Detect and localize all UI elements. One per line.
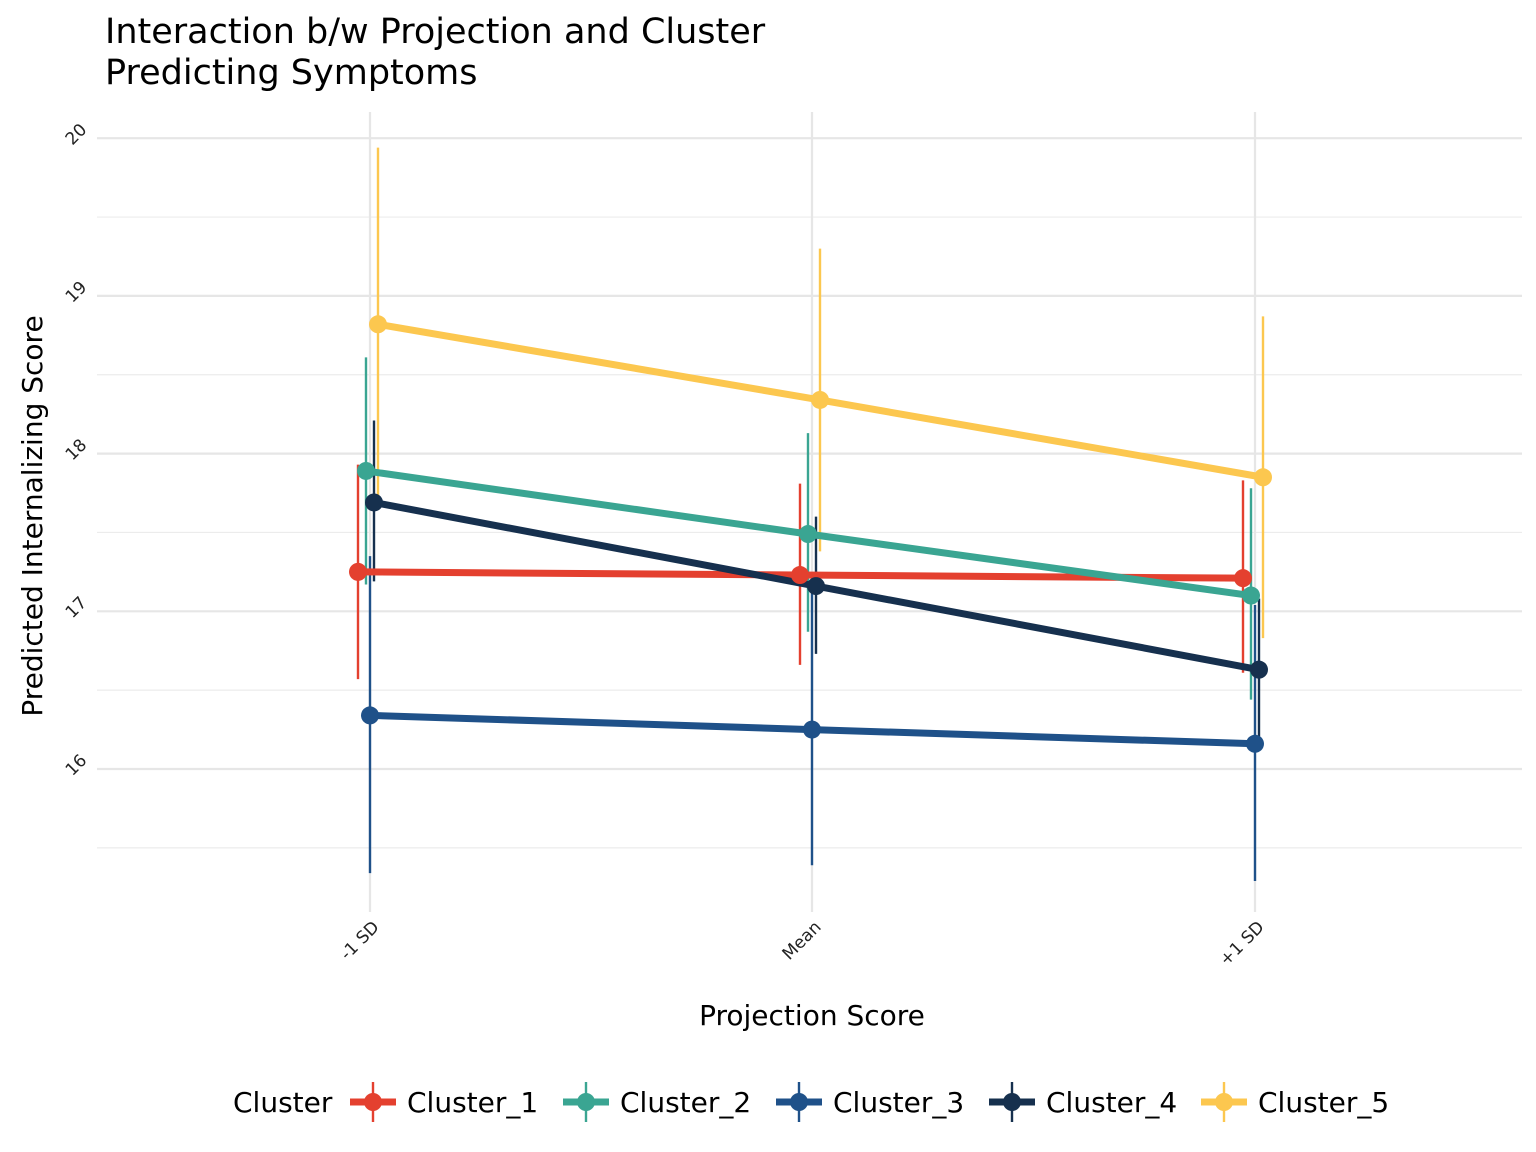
y-tick-label: 18 — [62, 435, 91, 464]
y-tick-label: 16 — [62, 751, 91, 780]
data-point-cluster-1 — [791, 566, 809, 585]
legend-item-cluster-3: Cluster_3 — [776, 1082, 964, 1122]
chart-title-line-1: Interaction b/w Projection and Cluster — [105, 12, 766, 52]
y-axis-tick-labels: 16 17 18 19 20 — [62, 120, 91, 780]
x-tick-label: +1 SD — [1216, 917, 1269, 970]
chart-title-line-2: Predicting Symptoms — [105, 53, 478, 93]
x-tick-label: -1 SD — [337, 917, 384, 964]
data-point-cluster-2 — [799, 525, 817, 544]
legend-label: Cluster_3 — [833, 1086, 964, 1119]
data-point-cluster-5 — [811, 390, 829, 409]
legend-label: Cluster_2 — [620, 1086, 751, 1119]
data-point-cluster-4 — [365, 493, 383, 512]
legend-item-cluster-5: Cluster_5 — [1201, 1082, 1389, 1122]
data-point-cluster-4 — [807, 577, 825, 596]
data-point-cluster-1 — [1234, 569, 1252, 588]
data-point-cluster-4 — [1250, 660, 1268, 679]
legend-key-point — [1003, 1093, 1021, 1111]
x-tick-label: Mean — [779, 917, 826, 964]
y-axis-title: Predicted Internalizing Score — [16, 315, 49, 716]
y-tick-label: 19 — [62, 278, 91, 307]
grid-lines — [97, 112, 1522, 912]
data-point-cluster-3 — [803, 720, 821, 739]
y-tick-label: 20 — [62, 120, 91, 149]
data-point-cluster-3 — [361, 706, 379, 725]
legend-key-point — [577, 1093, 595, 1111]
data-point-cluster-2 — [1242, 586, 1260, 605]
error-bars — [356, 147, 1265, 881]
legend-item-cluster-1: Cluster_1 — [350, 1082, 538, 1122]
data-point-cluster-5 — [1254, 468, 1272, 487]
x-axis-title: Projection Score — [699, 999, 925, 1032]
legend-item-cluster-2: Cluster_2 — [563, 1082, 751, 1122]
data-point-cluster-3 — [1246, 734, 1264, 753]
data-point-cluster-2 — [357, 461, 375, 480]
legend-key-point — [364, 1093, 382, 1111]
legend-item-cluster-4: Cluster_4 — [989, 1082, 1177, 1122]
data-point-cluster-1 — [349, 562, 367, 581]
legend-label: Cluster_5 — [1258, 1086, 1389, 1119]
legend-key-point — [790, 1093, 808, 1111]
chart-title: Interaction b/w Projection and Cluster P… — [105, 12, 765, 94]
x-axis-tick-labels: -1 SD Mean +1 SD — [337, 917, 1269, 970]
legend: Cluster Cluster_1 Cluster_2 Cluster_3 Cluste… — [233, 1082, 1389, 1122]
series-points — [349, 315, 1272, 753]
data-point-cluster-5 — [369, 315, 387, 334]
legend-title: Cluster — [233, 1086, 333, 1119]
legend-label: Cluster_1 — [407, 1086, 538, 1119]
legend-key-point — [1215, 1093, 1233, 1111]
legend-label: Cluster_4 — [1046, 1086, 1177, 1119]
y-tick-label: 17 — [62, 593, 91, 622]
series-layer — [349, 147, 1272, 881]
